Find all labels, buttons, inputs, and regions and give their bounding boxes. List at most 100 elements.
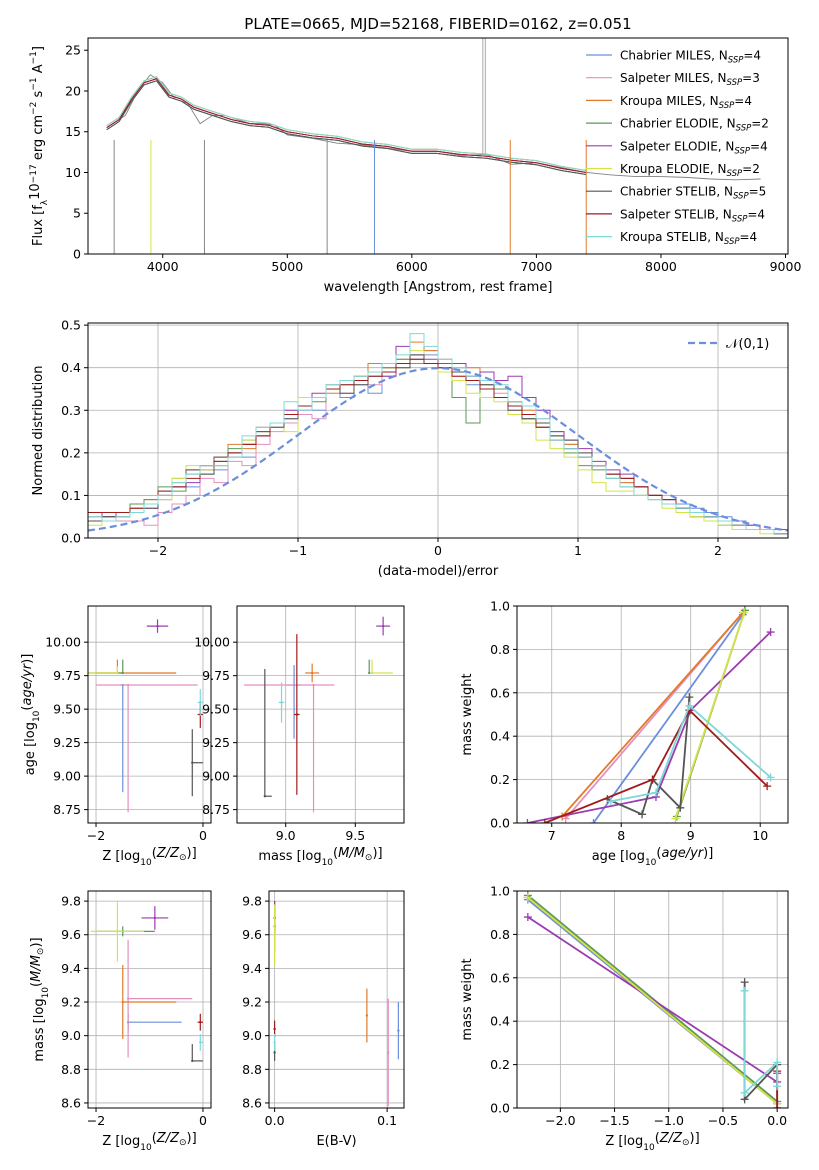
x-tick-label: −1.0 [654,1113,684,1128]
x-tick-label: −2 [87,1113,105,1128]
weight-marker [773,1058,782,1067]
y-tick-label: 9.0 [61,1028,81,1043]
weight-vs-metallicity-panel: −2.0 −1.5 −1.0 −0.5 0.0 0.0 0.2 0.4 0.6 0.8 1.0 Z [… [460,884,789,1153]
axes-frame [87,605,212,824]
weight-vs-age-panel: 7 8 9 10 0.0 0.2 0.4 0.6 0.8 1.0 age [log10(age/yr… [460,599,789,868]
y-tick-label: 9.25 [53,735,81,750]
y-tick-label: 0.2 [61,445,81,460]
legend-label: Chabrier STELIB, NSSP=5 [620,185,766,202]
y-tick-label: 0.2 [490,772,510,787]
residual-histogram-panel: −2 −1 0 1 2 0.0 0.1 0.2 0.3 0.4 0.5 𝒩(0,1) (data-mod… [31,318,789,579]
y-tick-label: 0.0 [490,816,510,831]
y-axis-label: age [log10(age/yr)] [20,654,42,776]
y-tick-label: 10 [65,165,81,180]
weight-line-8 [610,704,772,803]
data-point [121,671,124,675]
weight-marker [763,782,772,791]
weight-marker [651,788,660,797]
weight-marker [740,1088,749,1097]
data-point [116,671,119,675]
x-tick-label: 0.0 [265,1113,285,1128]
weight-marker [671,814,680,823]
data-point [156,624,159,628]
y-tick-label: 8.75 [53,802,81,817]
weight-marker [740,986,749,995]
x-tick-label: 6000 [396,259,428,274]
model-spectrum-6 [106,80,587,176]
x-tick-label: 0.0 [767,1113,787,1128]
weight-marker [685,693,694,702]
weight-line-4 [527,631,772,823]
x-tick-label: 8000 [645,259,677,274]
y-axis-label: Normed distribution [31,366,46,496]
weight-line-3 [527,894,778,1103]
y-tick-label: 9.2 [61,995,81,1010]
x-tick-label: 8 [617,828,625,843]
figure-title: PLATE=0665, MJD=52168, FIBERID=0162, z=0… [244,15,631,33]
model-spectrum-2 [106,76,587,171]
y-tick-label: 0.4 [61,360,81,375]
x-tick-label: 7 [548,828,556,843]
axes-frame [236,605,405,824]
legend-label: Chabrier ELODIE, NSSP=2 [620,117,769,134]
y-axis-label: mass weight [460,673,475,755]
weight-marker [589,819,598,823]
age-vs-metallicity-panel: −2 0 8.75 9.00 9.25 9.50 9.75 10.00 Z [log10(Z/Z… [20,605,212,868]
y-tick-label: 9.50 [53,702,81,717]
y-tick-label: 9.4 [61,961,81,976]
legend-label: Chabrier MILES, NSSP=4 [620,49,761,66]
y-tick-label: 0.5 [61,318,81,333]
y-tick-label: 25 [65,43,81,58]
plot-area [88,619,203,813]
data-point [263,795,267,798]
plot-area [88,333,788,535]
data-point [280,701,283,704]
weight-line-0 [592,614,744,823]
weight-marker [523,913,532,922]
y-tick-label: 0.0 [61,531,81,546]
y-tick-label: 9.6 [61,927,81,942]
y-tick-label: 15 [65,124,81,139]
model-spectrum-5 [106,76,587,171]
data-point [312,683,315,687]
y-tick-label: 0.3 [61,403,81,418]
x-tick-label: 2 [714,543,722,558]
y-tick-label: 8.6 [61,1095,81,1110]
x-tick-label: 0 [434,543,442,558]
weight-marker [740,978,749,987]
histogram-8 [88,333,788,535]
y-axis-label: Flux [fλ10−17 erg cm−2 s−1 A−1] [28,46,50,246]
weight-marker [606,797,615,806]
data-point [387,1051,390,1054]
y-tick-label: 9.75 [53,668,81,683]
y-tick-label: 5 [73,206,81,221]
weight-line-7 [544,708,768,823]
mass-vs-ebv-panel: 0.0 0.1 8.6 8.8 9.0 9.2 9.4 9.6 9.8 E(B-V) [242,890,405,1149]
y-tick-label: 8.75 [202,802,230,817]
data-point [199,1021,202,1024]
weight-marker [766,628,775,637]
y-tick-label: 0.1 [61,488,81,503]
weight-marker [773,1104,782,1108]
x-tick-label: 10 [752,828,768,843]
age-vs-mass-panel: 9.0 9.5 8.75 9.00 9.25 9.50 9.75 10.00 mass [log… [194,605,405,868]
data-point [273,1027,276,1031]
weight-line-5 [527,896,778,1105]
plot-area [273,901,400,1107]
data-point [370,671,374,675]
weight-marker [773,1082,782,1091]
plot-area [90,901,203,1063]
x-tick-label: 9 [687,828,695,843]
y-tick-label: 9.75 [202,668,230,683]
axes-frame [516,890,789,1109]
x-tick-label: 0.1 [377,1113,397,1128]
y-tick-label: 9.6 [242,927,262,942]
normal-curve [88,367,788,532]
plot-area [523,606,775,823]
data-point [368,671,371,675]
y-tick-label: 9.00 [53,769,81,784]
model-spectrum-8 [106,76,587,171]
x-axis-label: Z [log10(Z/Z⊙)] [102,1131,196,1153]
axes-frame [87,37,789,255]
weight-marker [685,701,694,710]
